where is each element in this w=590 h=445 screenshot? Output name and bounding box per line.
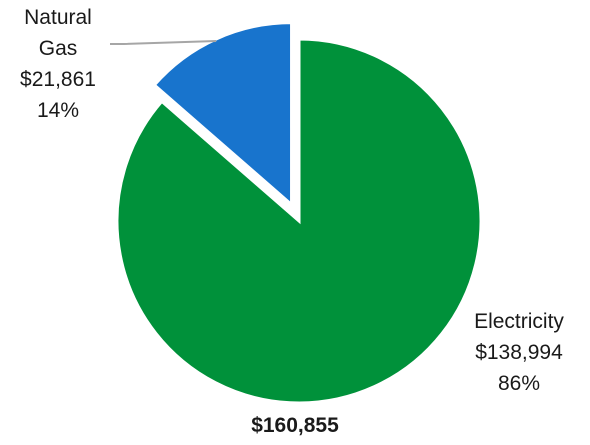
pie-slice-natural-gas [152, 21, 294, 208]
leader-line-natural-gas [110, 40, 217, 45]
label-elec-percent: 86% [497, 372, 541, 395]
label-elec-name: Electricity [474, 310, 564, 333]
label-gas-value: $21,861 [20, 68, 96, 91]
label-elec-value: $138,994 [475, 341, 563, 364]
label-gas-percent: 14% [36, 99, 80, 122]
data-label-electricity: Electricity $138,994 86% [452, 306, 586, 399]
pie-slice-electricity [115, 37, 483, 405]
label-gas-name-line1: Natural [24, 6, 92, 29]
data-label-natural-gas: Natural Gas $21,861 14% [0, 2, 116, 126]
label-gas-name-line2: Gas [38, 37, 78, 60]
total-label: $160,855 [251, 414, 339, 437]
